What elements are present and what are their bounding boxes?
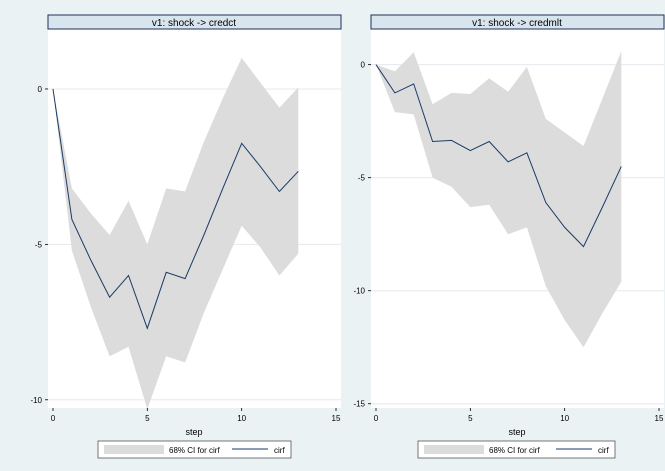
legend-swatch-ci-credmlt <box>424 445 484 454</box>
y-tick-label-credmlt: 0 <box>361 61 366 70</box>
x-axis-label-credmlt: step <box>508 427 525 437</box>
x-tick-label-credct: 10 <box>237 414 246 423</box>
y-tick-label-credct: -5 <box>35 240 43 249</box>
panel-credct: v1: shock -> credct 0 -5 -10 0 5 10 15 step 68… <box>30 14 342 459</box>
x-tick-label-credmlt: 0 <box>374 414 379 423</box>
cirf-line-credct <box>52 88 299 330</box>
panel-title-bar-credmlt <box>370 14 665 30</box>
legend-credmlt: 68% CI for cirf cirf <box>417 440 616 459</box>
panel-title-credct: v1: shock -> credct <box>152 18 236 29</box>
cirf-line-credmlt <box>375 64 622 248</box>
ci-band-credct <box>53 57 299 410</box>
y-tick-label-credct: 0 <box>38 85 43 94</box>
x-tick-label-credmlt: 15 <box>655 414 664 423</box>
legend-label-ci-credmlt: 68% CI for cirf <box>489 446 540 455</box>
y-tick-label-credmlt: -5 <box>358 174 366 183</box>
legend-label-cirf-credct: cirf <box>274 446 285 455</box>
legend-credct: 68% CI for cirf cirf <box>97 440 292 459</box>
x-axis-label-credct: step <box>185 427 202 437</box>
x-tick-label-credmlt: 5 <box>468 414 473 423</box>
y-tick-label-credct: -10 <box>30 396 42 405</box>
y-tick-label-credmlt: -15 <box>353 400 365 409</box>
legend-label-ci-credct: 68% CI for cirf <box>169 446 220 455</box>
ci-band-credmlt <box>376 51 622 348</box>
axis-ticks-credct: 0 -5 -10 0 5 10 15 <box>30 85 341 423</box>
x-tick-label-credct: 15 <box>332 414 341 423</box>
x-tick-label-credct: 0 <box>51 414 56 423</box>
panel-title-credmlt: v1: shock -> credmlt <box>472 18 562 29</box>
axis-ticks-credmlt: 0 -5 -10 -15 0 5 10 15 <box>353 61 664 423</box>
x-tick-label-credct: 5 <box>145 414 150 423</box>
panel-credmlt: v1: shock -> credmlt 0 -5 -10 -15 0 5 10 15 ste… <box>353 14 665 459</box>
legend-label-cirf-credmlt: cirf <box>598 446 609 455</box>
x-tick-label-credmlt: 10 <box>560 414 569 423</box>
legend-swatch-ci-credct <box>104 445 164 454</box>
panel-title-bar-credct <box>47 14 342 30</box>
y-tick-label-credmlt: -10 <box>353 287 365 296</box>
